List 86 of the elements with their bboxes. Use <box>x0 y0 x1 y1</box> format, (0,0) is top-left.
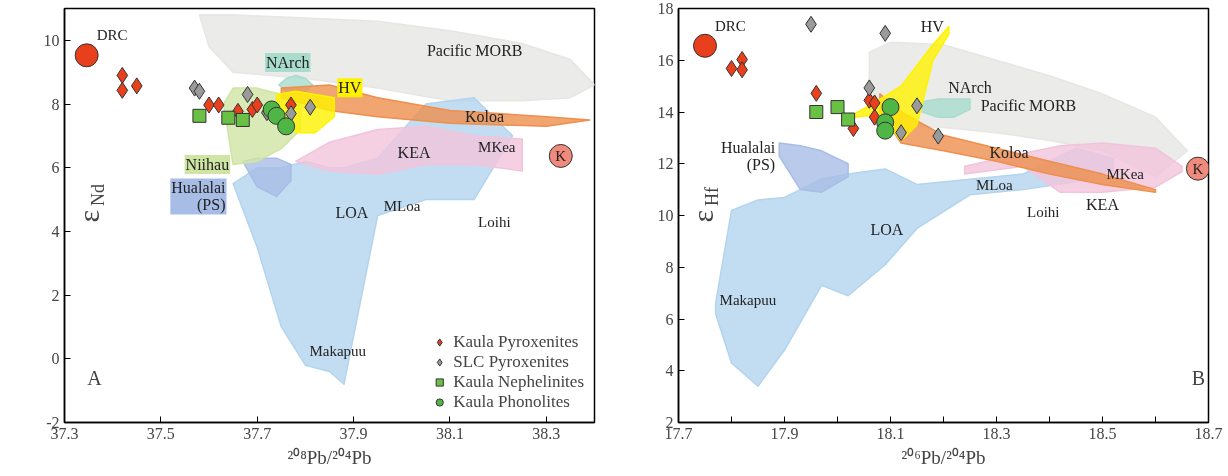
annotation: Makapuu <box>309 343 367 360</box>
point <box>212 96 225 114</box>
point <box>235 112 250 127</box>
x-tick-label: 37.9 <box>339 424 368 442</box>
point <box>130 77 143 95</box>
y-tick-label: 10 <box>43 31 60 49</box>
x-tick-label: 18.5 <box>1088 424 1117 442</box>
annotation: Loihi <box>1027 203 1060 220</box>
point <box>192 108 207 123</box>
series-label: LOA <box>870 220 904 238</box>
y-tick-label: 4 <box>665 362 674 380</box>
point <box>932 127 945 145</box>
point <box>868 94 881 112</box>
legend-label: SLC Pyroxenites <box>453 352 569 372</box>
point <box>193 82 206 100</box>
point <box>810 84 823 102</box>
y-axis-title: εHf <box>686 187 722 223</box>
y-tick-label: 8 <box>665 258 674 276</box>
point <box>725 60 738 78</box>
annotation: A <box>87 366 103 389</box>
series-label: NArch <box>266 53 310 71</box>
annotation: DRC <box>96 27 128 44</box>
point <box>830 100 845 115</box>
series-label: Pacific MORB <box>426 41 523 59</box>
x-tick-label: 18.3 <box>982 424 1011 442</box>
point <box>879 24 892 42</box>
y-tick-label: 10 <box>657 207 674 224</box>
point <box>809 105 824 119</box>
series-label: KEA <box>1086 195 1120 213</box>
legend-label: Kaula Nephelinites <box>453 372 584 392</box>
series-label: LOA <box>335 203 369 221</box>
point <box>74 43 99 68</box>
y-tick-label: 12 <box>657 155 674 173</box>
point <box>693 33 717 58</box>
point <box>267 106 286 125</box>
y-axis-title: εNd <box>72 184 108 223</box>
series-label: Niihau <box>185 156 230 174</box>
y-tick-label: 4 <box>51 222 60 240</box>
series-label: HV <box>338 79 362 97</box>
legend-label: Kaula Pyroxenites <box>453 332 579 352</box>
x-tick-label: 17.9 <box>770 424 799 442</box>
y-tick-label: 18 <box>657 0 674 17</box>
series-label: Koloa <box>989 143 1029 161</box>
point <box>221 110 236 125</box>
point <box>876 121 895 140</box>
y-tick-label: 14 <box>657 103 674 121</box>
annotation: DRC <box>715 17 746 34</box>
annotation: K <box>555 147 567 164</box>
point <box>116 81 129 99</box>
series-label: HV <box>920 18 945 36</box>
point <box>881 98 900 117</box>
series-label: Hualalai (PS) <box>171 179 227 215</box>
annotation: MKea <box>1106 166 1145 183</box>
annotation: K <box>1192 160 1204 177</box>
x-tick-label: 38.1 <box>435 424 464 442</box>
series-label: Pacific MORB <box>980 97 1077 115</box>
x-tick-label: 37.7 <box>243 424 272 442</box>
y-tick-label: 0 <box>51 350 60 368</box>
x-tick-label: 37.5 <box>146 424 175 442</box>
x-axis-title: ²⁰⁶Pb/²⁰⁴Pb <box>901 446 986 468</box>
x-tick-label: 18.1 <box>876 424 905 442</box>
point <box>116 66 129 84</box>
x-tick-label: 18.7 <box>1194 424 1223 442</box>
point <box>841 112 856 127</box>
series-label: KEA <box>397 144 431 162</box>
annotation: MKea <box>478 138 516 155</box>
legend-label: Kaula Phonolites <box>453 392 570 412</box>
y-tick-label: 8 <box>51 95 60 113</box>
y-tick-label: 6 <box>51 159 60 177</box>
point <box>277 117 296 136</box>
point <box>251 96 264 114</box>
annotation: MLoa <box>383 197 421 214</box>
y-tick-label: 16 <box>657 51 674 69</box>
series-label: Hualalai (PS) <box>721 138 776 174</box>
y-tick-label: 6 <box>665 310 674 328</box>
annotation: B <box>1191 366 1206 389</box>
x-axis-title: ²⁰⁸Pb/²⁰⁴Pb <box>287 446 372 468</box>
point <box>241 85 254 103</box>
annotation: MLoa <box>976 176 1013 193</box>
point <box>863 79 876 97</box>
annotation: Makapuu <box>719 291 777 308</box>
series-label: NArch <box>948 78 992 96</box>
y-tick-label: 2 <box>51 286 60 304</box>
annotation: Loihi <box>478 213 511 230</box>
series-label: Koloa <box>464 107 505 125</box>
x-tick-label: 38.3 <box>532 424 561 442</box>
